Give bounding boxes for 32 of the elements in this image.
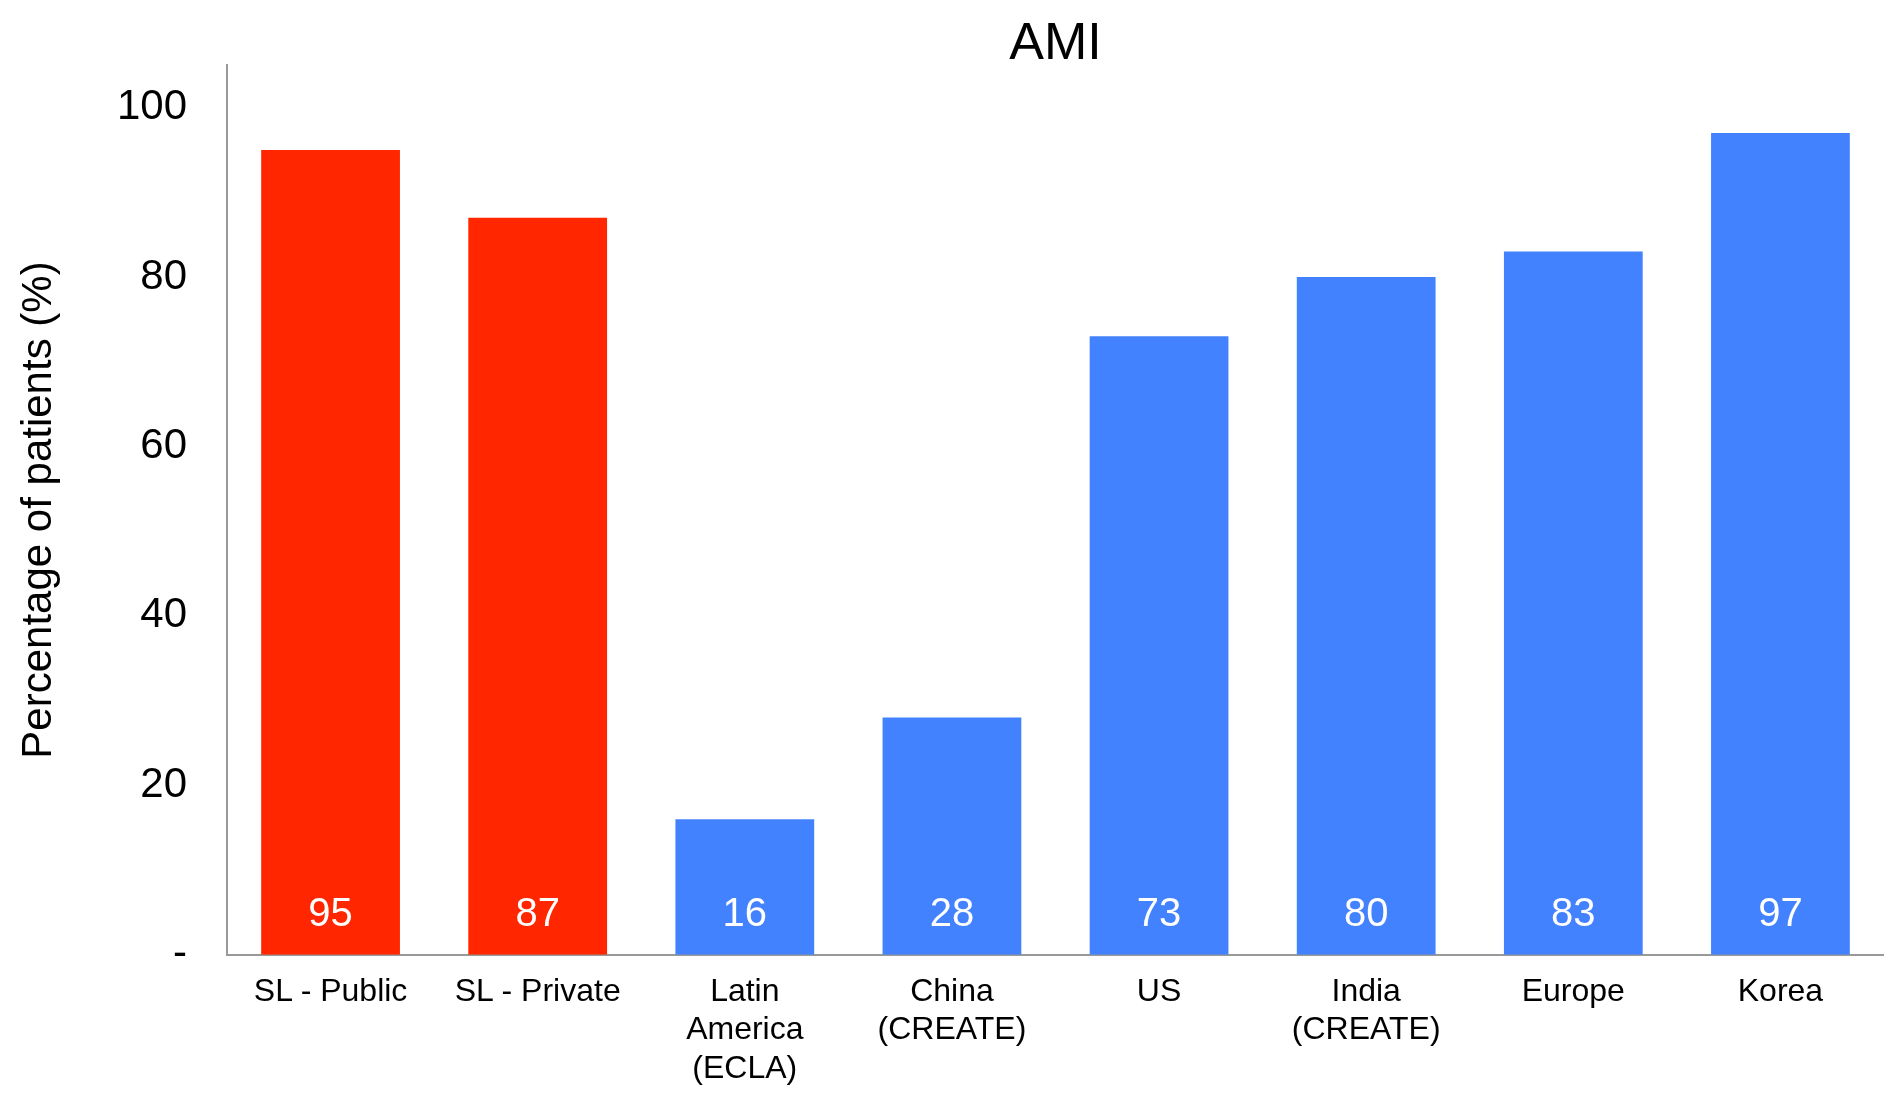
bar bbox=[261, 149, 400, 955]
bar bbox=[1503, 251, 1643, 955]
data-label: 73 bbox=[1136, 889, 1182, 934]
bar bbox=[1296, 277, 1436, 955]
x-tick-label: SL - Private bbox=[454, 971, 621, 1008]
bar bbox=[675, 819, 815, 955]
data-label: 80 bbox=[1343, 889, 1389, 934]
bar bbox=[1711, 132, 1850, 955]
y-tick-label: 60 bbox=[140, 420, 187, 468]
data-label: 83 bbox=[1551, 889, 1596, 934]
data-label: 87 bbox=[515, 889, 560, 934]
bar bbox=[882, 717, 1022, 955]
x-tick-label: Europe bbox=[1521, 971, 1625, 1008]
data-label: 95 bbox=[308, 889, 353, 934]
x-tick-label: India (CREATE) bbox=[1291, 971, 1441, 1047]
data-label: 16 bbox=[722, 889, 768, 934]
bar bbox=[1089, 336, 1229, 955]
data-label: 97 bbox=[1758, 889, 1803, 934]
y-tick-label: 80 bbox=[140, 250, 187, 298]
y-tick-label: - bbox=[173, 928, 187, 976]
chart-title: AMI bbox=[1009, 12, 1102, 71]
x-tick-label: US bbox=[1136, 971, 1182, 1008]
y-tick-label: 40 bbox=[140, 589, 187, 637]
x-tick-label: SL - Public bbox=[253, 971, 408, 1008]
bar bbox=[468, 217, 608, 955]
data-label: 28 bbox=[929, 889, 975, 934]
y-tick-label: 100 bbox=[116, 81, 187, 129]
x-tick-label: Korea bbox=[1737, 971, 1824, 1008]
x-tick-label: China (CREATE) bbox=[877, 971, 1027, 1047]
y-tick-label: 20 bbox=[140, 758, 187, 806]
y-axis-title: Percentage of patients (%) bbox=[12, 261, 60, 759]
x-tick-label: Latin America (ECLA) bbox=[686, 971, 804, 1085]
